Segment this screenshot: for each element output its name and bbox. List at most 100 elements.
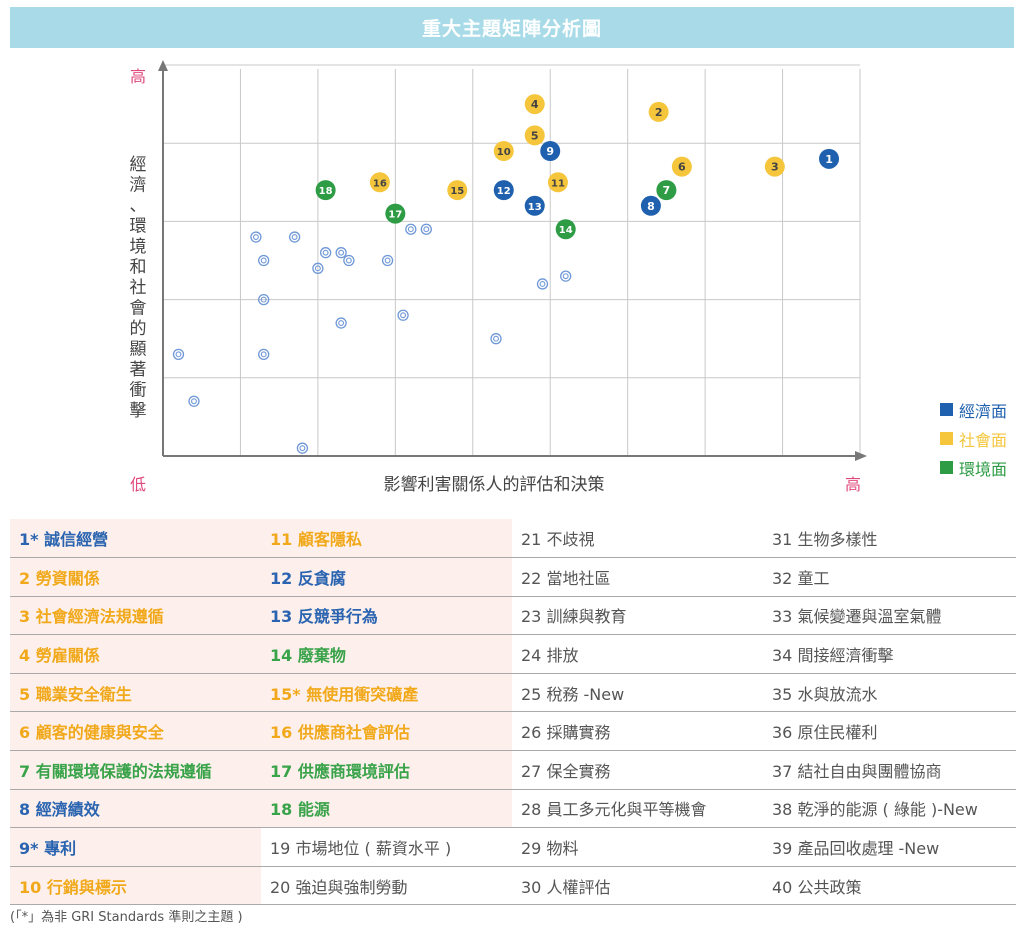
legend-swatch xyxy=(940,461,953,474)
legend-swatch xyxy=(940,432,953,445)
minor-point-inner-ring xyxy=(493,335,499,342)
topic-cell: 13 反競爭行為 xyxy=(261,596,512,636)
topic-point-marker xyxy=(369,172,390,193)
topic-point-marker xyxy=(315,180,336,201)
minor-topic-point xyxy=(188,395,200,407)
minor-point-outer-ring xyxy=(258,254,270,267)
topic-point-economic: 8 xyxy=(640,195,661,216)
minor-point-inner-ring xyxy=(299,445,306,452)
minor-point-outer-ring xyxy=(289,231,301,243)
topic-point-social: 3 xyxy=(764,156,785,177)
topic-point-label: 5 xyxy=(531,129,539,142)
minor-point-inner-ring xyxy=(252,234,259,240)
minor-point-outer-ring xyxy=(420,223,432,235)
topic-point-economic: 13 xyxy=(524,195,545,216)
minor-topic-point xyxy=(296,442,309,454)
topic-point-economic: 12 xyxy=(493,180,514,201)
topic-cell: 9* 專利 xyxy=(10,827,261,867)
table-row: 2 勞資關係 12 反貪腐 22 當地社區 32 童工 xyxy=(10,557,1016,597)
topic-point-label: 18 xyxy=(319,186,333,197)
legend-label: 經濟面 xyxy=(959,401,1008,421)
topic-cell: 39 產品回收處理 -New xyxy=(763,827,1016,867)
topic-cell: 15* 無使用衝突礦產 xyxy=(261,673,512,713)
minor-point-outer-ring xyxy=(490,333,502,345)
minor-point-outer-ring xyxy=(381,254,394,267)
minor-point-inner-ring xyxy=(314,265,321,272)
legend-item-environmental: 環境面 xyxy=(940,453,1007,482)
topic-point-label: 1 xyxy=(825,153,833,166)
minor-point-outer-ring xyxy=(172,348,185,360)
topic-point-marker xyxy=(547,172,568,193)
minor-topic-point xyxy=(560,270,572,282)
minor-point-inner-ring xyxy=(260,296,267,303)
table-row: 10 行銷與標示 20 強迫與強制勞動 30 人權評估 40 公共政策 xyxy=(10,866,1016,906)
topic-cell: 33 氣候變遷與溫室氣體 xyxy=(763,596,1016,636)
minor-topic-point xyxy=(258,348,270,360)
minor-point-inner-ring xyxy=(345,257,352,264)
minor-point-outer-ring xyxy=(536,278,549,290)
topic-cell: 19 市場地位 ( 薪資水平 ) xyxy=(261,827,512,867)
minor-topic-point xyxy=(172,348,185,360)
topic-point-marker xyxy=(385,203,406,224)
topic-cell: 38 乾淨的能源 ( 綠能 )-New xyxy=(763,789,1016,829)
material-topics-table: 1* 誠信經營 11 顧客隱私 21 不歧視 31 生物多樣性 2 勞資關係 12 反貪腐… xyxy=(10,519,1016,906)
minor-point-outer-ring xyxy=(188,395,200,407)
minor-point-inner-ring xyxy=(291,234,298,240)
topic-point-environmental: 17 xyxy=(385,203,406,224)
minor-topic-point xyxy=(405,223,417,235)
topic-point-economic: 1 xyxy=(819,148,840,169)
legend-label: 社會面 xyxy=(959,430,1008,450)
minor-point-inner-ring xyxy=(322,249,329,256)
topic-cell: 1* 誠信經營 xyxy=(10,519,261,559)
table-row: 4 勞雇關係 14 廢棄物 24 排放 34 間接經濟衝擊 xyxy=(10,634,1016,674)
topic-point-marker xyxy=(648,101,669,122)
topic-cell: 21 不歧視 xyxy=(512,519,763,559)
topic-cell: 34 間接經濟衝擊 xyxy=(763,634,1016,674)
topic-cell: 20 強迫與強制勞動 xyxy=(261,866,512,906)
topic-cell: 26 採購實務 xyxy=(512,711,763,752)
x-axis-label: 影響利害關係人的評估和決策 xyxy=(384,475,605,495)
minor-point-outer-ring xyxy=(258,348,270,360)
topic-cell: 3 社會經濟法規遵循 xyxy=(10,596,261,636)
minor-point-outer-ring xyxy=(312,262,324,274)
minor-point-inner-ring xyxy=(191,398,197,405)
topic-cell: 4 勞雇關係 xyxy=(10,634,261,674)
topic-cell: 29 物料 xyxy=(512,827,763,867)
topic-point-marker xyxy=(524,94,545,115)
topic-point-social: 11 xyxy=(547,172,568,193)
minor-topic-point xyxy=(536,278,549,290)
x-axis-high-label: 高 xyxy=(845,475,861,494)
minor-point-outer-ring xyxy=(397,309,409,321)
minor-topic-point xyxy=(319,247,332,259)
minor-point-inner-ring xyxy=(338,320,345,327)
minor-topic-point xyxy=(258,293,270,306)
minor-topic-point xyxy=(250,231,262,243)
topic-point-label: 2 xyxy=(655,106,663,119)
minor-topic-point xyxy=(289,231,301,243)
minor-topic-point xyxy=(312,262,324,274)
table-row: 8 經濟績效 18 能源 28 員工多元化與平等機會 38 乾淨的能源 ( 綠能 )-… xyxy=(10,789,1016,829)
topic-point-label: 12 xyxy=(497,186,511,197)
topic-point-label: 17 xyxy=(388,210,402,221)
minor-point-inner-ring xyxy=(423,226,430,233)
materiality-matrix-chart: 高低 高影響利害關係人的評估和決策經濟、環境和社會的顯著衝擊18912132345… xyxy=(130,60,867,495)
topic-cell: 36 原住民權利 xyxy=(763,711,1016,752)
topic-cell: 5 職業安全衛生 xyxy=(10,673,261,713)
minor-point-inner-ring xyxy=(175,351,182,358)
topic-cell: 2 勞資關係 xyxy=(10,557,261,597)
topic-point-marker xyxy=(640,195,661,216)
topic-point-marker xyxy=(447,180,468,201)
topic-point-marker xyxy=(493,141,514,162)
minor-point-inner-ring xyxy=(539,281,546,287)
topic-point-environmental: 14 xyxy=(555,219,576,240)
table-row: 3 社會經濟法規遵循 13 反競爭行為 23 訓練與教育 33 氣候變遷與溫室氣體 xyxy=(10,596,1016,636)
topic-point-label: 11 xyxy=(551,178,565,189)
topic-point-environmental: 18 xyxy=(315,180,336,201)
minor-point-outer-ring xyxy=(335,247,347,259)
topic-cell: 22 當地社區 xyxy=(512,557,763,597)
topic-point-marker xyxy=(524,125,545,146)
topic-cell: 35 水與放流水 xyxy=(763,673,1016,713)
minor-point-inner-ring xyxy=(260,257,267,264)
topic-cell: 37 結社自由與團體協商 xyxy=(763,750,1016,790)
topic-point-marker xyxy=(656,180,677,201)
